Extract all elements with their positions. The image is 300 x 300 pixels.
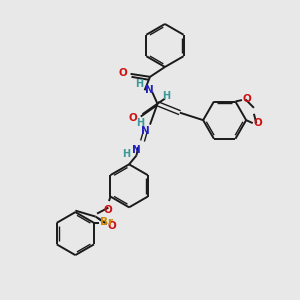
Text: H: H	[162, 91, 170, 101]
Text: N: N	[141, 126, 149, 136]
Text: O: O	[103, 205, 112, 214]
Text: N: N	[132, 145, 141, 154]
Text: O: O	[128, 113, 137, 123]
Text: N: N	[145, 85, 154, 95]
Text: H: H	[122, 149, 130, 159]
Text: O: O	[253, 118, 262, 128]
Text: Br: Br	[100, 217, 113, 227]
Text: O: O	[119, 68, 128, 78]
Text: O: O	[243, 94, 251, 103]
Text: H: H	[136, 118, 145, 128]
Text: O: O	[107, 220, 116, 230]
Text: H: H	[135, 79, 143, 89]
